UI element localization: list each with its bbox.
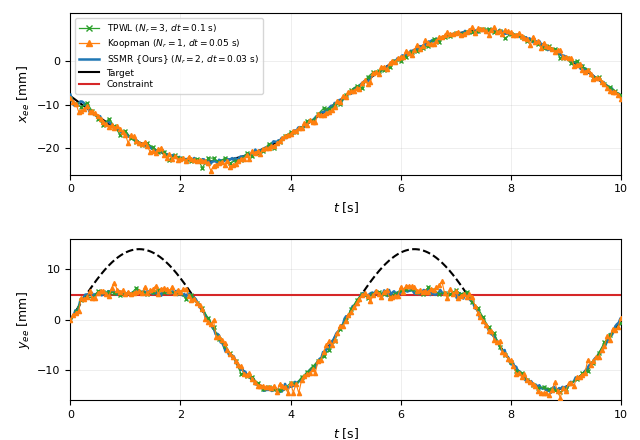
X-axis label: $t$ [s]: $t$ [s] [333,200,358,215]
Y-axis label: $y_{ee}$ [mm]: $y_{ee}$ [mm] [15,291,32,348]
Legend: TPWL ($N_r = 3$, $dt = 0.1$ s), Koopman ($N_r = 1$, $dt = 0.05$ s), SSMR {Ours} : TPWL ($N_r = 3$, $dt = 0.1$ s), Koopman … [75,18,263,94]
X-axis label: $t$ [s]: $t$ [s] [333,425,358,440]
Y-axis label: $x_{ee}$ [mm]: $x_{ee}$ [mm] [15,65,31,123]
